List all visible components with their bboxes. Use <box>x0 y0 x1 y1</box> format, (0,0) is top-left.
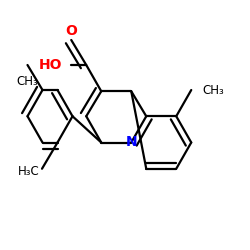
Text: HO: HO <box>39 58 62 72</box>
Text: CH₃: CH₃ <box>16 75 38 88</box>
Text: N: N <box>126 136 137 149</box>
Text: CH₃: CH₃ <box>202 84 224 96</box>
Text: H₃C: H₃C <box>18 165 40 178</box>
Text: O: O <box>65 24 77 38</box>
